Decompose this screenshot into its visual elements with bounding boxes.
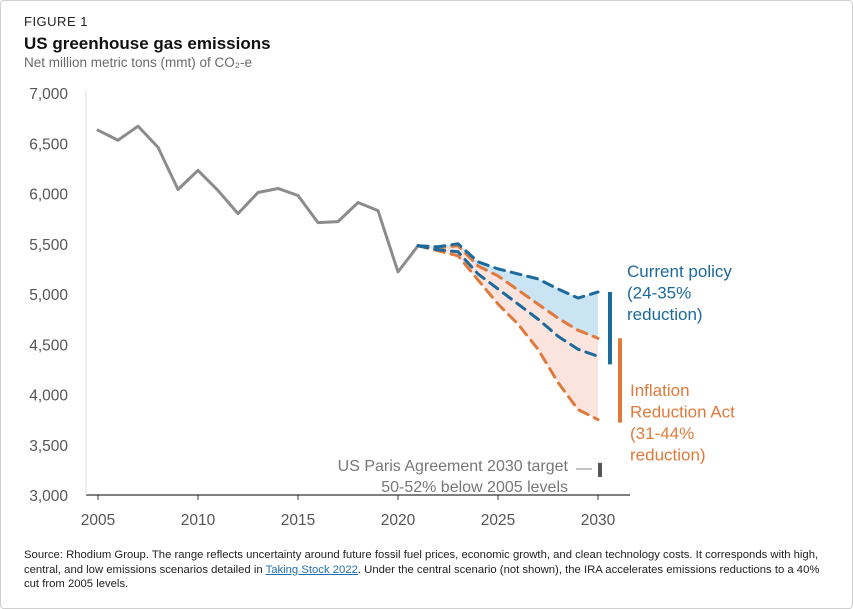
current-policy-label: Current policy <box>627 262 732 281</box>
x-tick-label: 2005 <box>81 512 115 529</box>
current-policy-high-line <box>416 242 600 300</box>
y-tick-label: 4,500 <box>29 337 68 354</box>
source-text-end: . Under the central scenario (not shown)… <box>24 563 820 591</box>
ira-high-line <box>416 244 600 340</box>
y-tick-label: 3,000 <box>29 488 68 505</box>
ira-range-fill <box>418 243 598 420</box>
current-policy-label: (24-35% <box>627 284 691 303</box>
x-tick-label: 2020 <box>381 512 416 529</box>
y-tick-label: 5,000 <box>29 287 68 304</box>
ira-label: Reduction Act <box>630 403 735 422</box>
ira-low-line <box>416 244 600 422</box>
current-policy-low-line <box>416 244 600 358</box>
range-fills <box>418 243 598 420</box>
y-tick-label: 5,500 <box>29 237 68 254</box>
chart-title: US greenhouse gas emissions <box>24 34 271 53</box>
x-tick-label: 2015 <box>281 512 315 529</box>
ira-label: Inflation <box>630 381 690 400</box>
axes: 3,000 3,500 4,000 4,500 5,000 5,500 6,000 6,500… <box>29 86 630 529</box>
source-note: Source: Rhodium Group. The range reflect… <box>24 548 834 592</box>
y-tick-label: 7,000 <box>29 86 68 103</box>
current-policy-label: reduction) <box>627 305 703 324</box>
ira-label: (31-44% <box>630 424 694 443</box>
y-tick-label: 6,500 <box>29 136 68 153</box>
x-tick-label: 2010 <box>181 512 216 529</box>
chart-subtitle: Net million metric tons (mmt) of CO₂-e <box>24 55 253 70</box>
y-tick-label: 6,000 <box>29 187 68 204</box>
taking-stock-link[interactable]: Taking Stock 2022 <box>265 563 358 576</box>
figure-label: FIGURE 1 <box>24 14 88 29</box>
paris-target-label: US Paris Agreement 2030 target <box>338 458 569 475</box>
x-tick-label: 2025 <box>481 512 515 529</box>
x-tick-label: 2030 <box>581 512 616 529</box>
series-lines <box>96 124 600 422</box>
source-text: Source: Rhodium Group. The range reflect… <box>24 549 819 576</box>
ira-label: reduction) <box>630 446 706 465</box>
paris-target-label: 50-52% below 2005 levels <box>381 479 568 496</box>
y-tick-label: 4,000 <box>29 388 68 405</box>
historical-emissions-line <box>96 124 420 274</box>
y-tick-label: 3,500 <box>29 438 68 455</box>
annotations: Current policy (24-35% reduction) Inflation… <box>338 262 736 496</box>
